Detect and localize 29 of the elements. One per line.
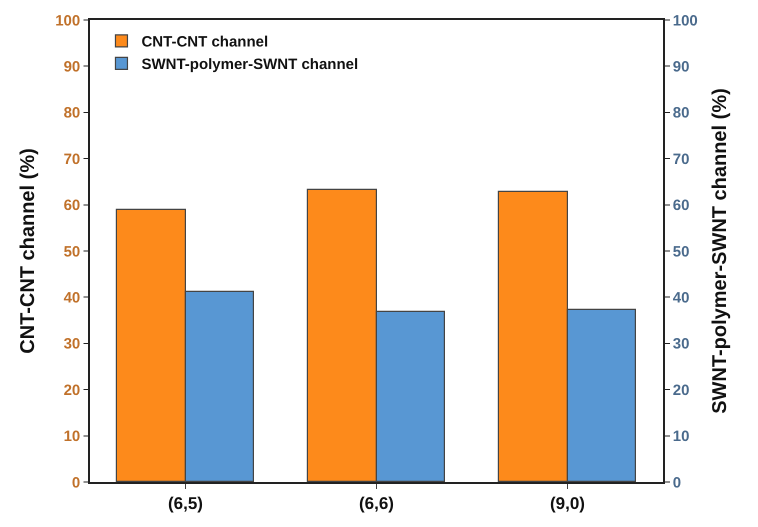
y2-tick-label: 50 — [672, 243, 690, 260]
y-tick-label: 40 — [64, 289, 80, 306]
x-tick-label: (9,0) — [550, 494, 585, 514]
y2-tick-label: 90 — [672, 58, 690, 76]
y2-tick-label: 80 — [672, 104, 690, 122]
y-tick-label: 90 — [64, 58, 80, 76]
y-tick-label: 100 — [55, 12, 80, 30]
x-tick-label: (6,6) — [359, 494, 394, 514]
y2-tick-label: 10 — [672, 428, 690, 446]
y-tick-label: 70 — [64, 150, 80, 168]
y2-tick-label: 70 — [672, 150, 690, 168]
y2-tick-label: 100 — [672, 12, 698, 30]
y2-tick-label: 60 — [672, 197, 690, 214]
y2-tick-label: 20 — [672, 382, 690, 399]
x-tick-label: (6,5) — [168, 494, 203, 514]
legend-label: SWNT-polymer-SWNT channel — [141, 56, 358, 74]
y2-tick-label: 40 — [672, 289, 690, 306]
y-tick-label: 20 — [64, 382, 80, 399]
y2-axis-title: SWNT-polymer-SWNT channel (%) — [708, 88, 731, 414]
y-tick-label: 50 — [64, 243, 80, 260]
y-tick-label: 0 — [72, 474, 80, 492]
y-tick-label: 10 — [64, 428, 80, 446]
legend-label: CNT-CNT channel — [141, 34, 268, 51]
y2-tick-label: 30 — [672, 336, 690, 353]
y-tick-label: 30 — [64, 336, 80, 353]
y-axis-title: CNT-CNT channel (%) — [17, 148, 40, 354]
y2-tick-label: 0 — [672, 474, 682, 492]
y-tick-label: 80 — [64, 104, 80, 122]
y-tick-label: 60 — [64, 197, 80, 214]
